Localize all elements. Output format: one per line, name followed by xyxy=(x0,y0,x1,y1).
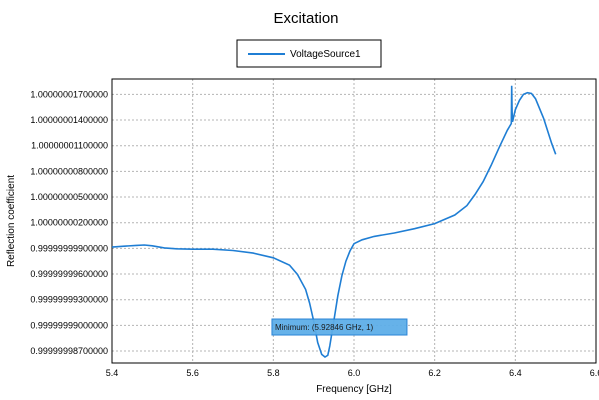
y-tick-label: 1.00000001700000 xyxy=(30,89,108,99)
x-tick-label: 6.0 xyxy=(348,368,361,378)
minimum-annotation[interactable]: Minimum: (5.92846 GHz, 1) xyxy=(271,318,408,336)
y-axis-ticks: 0.99999998700000 0.99999999000000 0.999999… xyxy=(30,89,108,356)
x-axis-label: Frequency [GHz] xyxy=(316,384,392,395)
x-axis-ticks: 5.4 5.6 5.8 6.0 6.2 6.4 6.6 xyxy=(106,368,599,378)
series-line-voltagesource1 xyxy=(111,85,557,358)
x-tick-label: 6.2 xyxy=(428,368,441,378)
y-tick-label: 1.00000000800000 xyxy=(30,166,108,176)
y-tick-label: 0.99999999600000 xyxy=(30,269,108,279)
x-tick-label: 5.4 xyxy=(106,368,119,378)
x-tick-label: 5.6 xyxy=(186,368,199,378)
x-tick-label: 6.4 xyxy=(509,368,522,378)
y-tick-label: 1.00000001100000 xyxy=(31,141,108,151)
legend-label: VoltageSource1 xyxy=(290,49,361,60)
y-tick-label: 1.00000001400000 xyxy=(30,115,108,125)
y-tick-label: 0.99999999300000 xyxy=(30,295,108,305)
legend[interactable]: VoltageSource1 xyxy=(236,39,382,68)
x-tick-label: 6.6 xyxy=(590,368,599,378)
y-tick-label: 1.00000000500000 xyxy=(30,192,108,202)
y-tick-label: 0.99999999000000 xyxy=(30,320,108,330)
y-tick-label: 1.00000000200000 xyxy=(30,218,108,228)
y-axis-label: Reflection coefficient xyxy=(6,175,17,267)
y-tick-label: 0.99999998700000 xyxy=(30,346,108,356)
y-tick-label: 0.99999999900000 xyxy=(30,243,108,253)
plot-frame xyxy=(111,78,597,364)
annotation-label: Minimum: (5.92846 GHz, 1) xyxy=(275,323,374,332)
annotation-box xyxy=(271,318,408,336)
x-tick-label: 5.8 xyxy=(267,368,280,378)
chart-title: Excitation xyxy=(273,10,338,27)
